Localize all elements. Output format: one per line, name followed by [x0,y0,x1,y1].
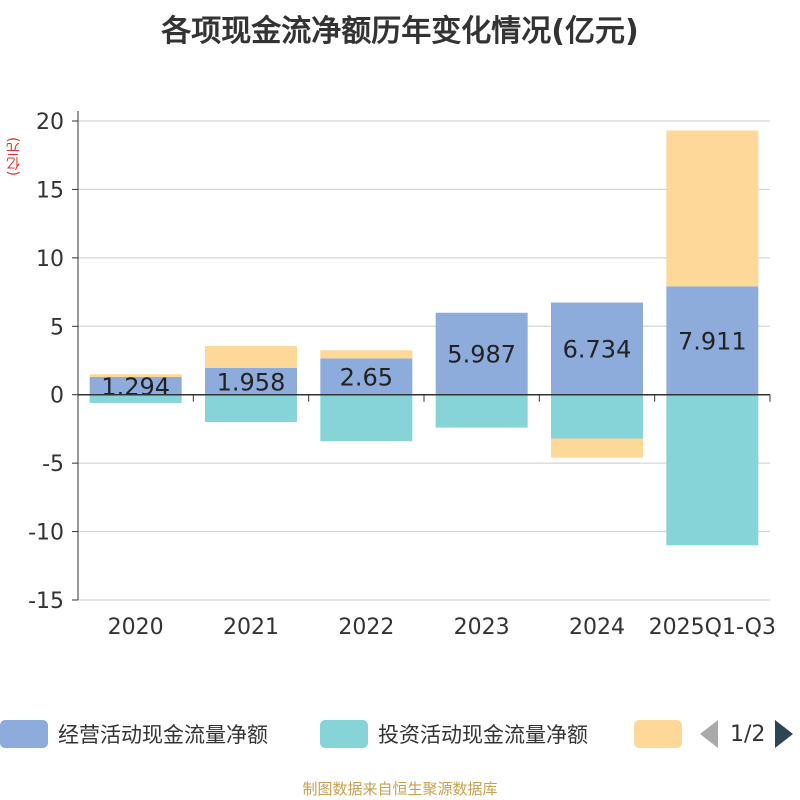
legend-label-investing: 投资活动现金流量净额 [378,723,588,747]
bar-operating [435,312,528,395]
data-label-operating: 2.65 [340,364,393,392]
x-tick-label: 2024 [569,615,625,640]
bar-investing [320,394,413,442]
y-tick-label: 10 [36,247,64,272]
legend-swatch-operating [0,720,48,748]
legend: 经营活动现金流量净额 投资活动现金流量净额 1/2 [0,714,800,754]
bar-financing [89,374,182,378]
bar-investing [551,394,643,439]
data-source-footer: 制图数据来自恒生聚源数据库 [302,780,498,798]
legend-item-operating[interactable]: 经营活动现金流量净额 [0,714,268,754]
bar-financing [551,438,643,458]
legend-prev-page-icon[interactable] [700,720,718,748]
x-tick-label: 2022 [338,615,394,640]
bar-financing [320,350,413,359]
y-tick-label: 15 [36,178,64,203]
legend-item-investing[interactable]: 投资活动现金流量净额 [320,714,588,754]
legend-page-indicator: 1/2 [730,721,766,747]
legend-swatch-financing [634,720,682,748]
data-label-operating: 6.734 [563,336,632,364]
data-label-operating: 1.958 [217,368,286,396]
x-tick-label: 2023 [454,615,510,640]
data-label-operating: 5.987 [447,341,516,369]
x-tick-label: 2021 [223,615,279,640]
bar-operating [205,367,297,395]
bar-financing [205,346,297,368]
y-tick-label: 5 [50,315,64,340]
bar-investing [435,394,528,428]
y-tick-label: -15 [28,589,64,614]
cash-flow-chart: -15 -10 -5 0 5 10 15 20 1.294 1.958 2.65 5.987 6.734… [28,110,776,640]
bar-investing [89,394,182,403]
x-tick-label: 2020 [108,615,164,640]
bar-operating [320,358,413,395]
legend-item-financing[interactable] [634,714,682,754]
legend-pager: 1/2 [700,714,794,754]
data-label-operating: 7.911 [678,328,747,356]
bar-operating [666,286,759,395]
y-tick-label: -10 [28,521,64,546]
bar-operating [551,302,643,395]
chart-title: 各项现金流净额历年变化情况(亿元) [161,14,639,49]
bar-financing [666,130,759,287]
data-label-operating: 1.294 [101,373,170,401]
legend-next-page-icon[interactable] [775,720,794,748]
y-tick-label: 20 [36,110,64,135]
legend-swatch-investing [320,720,368,748]
legend-label-operating: 经营活动现金流量净额 [58,723,268,747]
y-tick-label: 0 [50,384,64,409]
x-tick-label: 2025Q1-Q3 [649,615,776,640]
bar-investing [205,394,297,423]
bar-investing [666,394,759,546]
bar-operating [89,377,182,395]
y-tick-label: -5 [42,452,64,477]
